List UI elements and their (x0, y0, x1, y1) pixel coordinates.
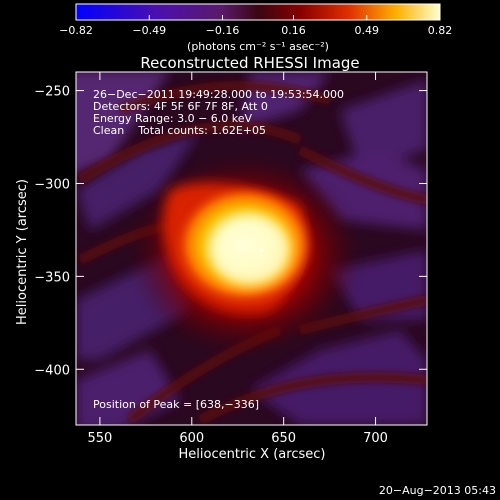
colorbar-ticks: −0.82 −0.49 −0.16 0.16 0.49 0.82 (59, 15, 452, 37)
x-axis-ticks: 550 600 650 700 (87, 72, 388, 446)
x-tick-label: 700 (363, 431, 388, 446)
annotation-detectors: Detectors: 4F 5F 6F 7F 8F, Att 0 (93, 100, 268, 113)
colorbar-tick-label: −0.82 (59, 24, 93, 37)
annotation-block: 26−Dec−2011 19:49:28.000 to 19:53:54.000… (93, 88, 344, 411)
y-tick-label: −400 (34, 363, 70, 378)
x-axis-label: Heliocentric X (arcsec) (179, 447, 326, 462)
y-tick-label: −300 (34, 177, 70, 192)
annotation-energy: Energy Range: 3.0 − 6.0 keV (93, 112, 253, 125)
plot-frame (75, 71, 428, 426)
footer-date: 20−Aug−2013 05:43 (379, 484, 496, 497)
x-tick-label: 650 (271, 431, 296, 446)
colorbar-units: (photons cm⁻² s⁻¹ asec⁻²) (187, 40, 329, 53)
colorbar-tick-label: 0.16 (281, 24, 306, 37)
y-axis-ticks: −250 −300 −350 −400 (34, 85, 427, 378)
annotation-clean: Clean Total counts: 1.62E+05 (93, 124, 266, 137)
heatmap-image (76, 72, 427, 425)
annotation-time-range: 26−Dec−2011 19:49:28.000 to 19:53:54.000 (93, 88, 344, 101)
chart-title: Reconstructed RHESSI Image (140, 54, 359, 72)
annotation-peak: Position of Peak = [638,−336] (93, 398, 259, 411)
colorbar-gradient (75, 3, 441, 21)
colorbar-tick-label: 0.82 (428, 24, 453, 37)
colorbar-tick-label: −0.49 (132, 24, 166, 37)
peak-marker (260, 248, 264, 252)
colorbar: −0.82 −0.49 −0.16 0.16 0.49 0.82 (photons cm⁻… (59, 3, 452, 53)
y-tick-label: −350 (34, 270, 70, 285)
y-tick-label: −250 (34, 85, 70, 100)
colorbar-tick-label: −0.16 (206, 24, 240, 37)
x-tick-label: 600 (179, 431, 204, 446)
x-tick-label: 550 (87, 431, 112, 446)
colorbar-tick-label: 0.49 (355, 24, 380, 37)
y-axis-label: Heliocentric Y (arcsec) (15, 179, 30, 325)
